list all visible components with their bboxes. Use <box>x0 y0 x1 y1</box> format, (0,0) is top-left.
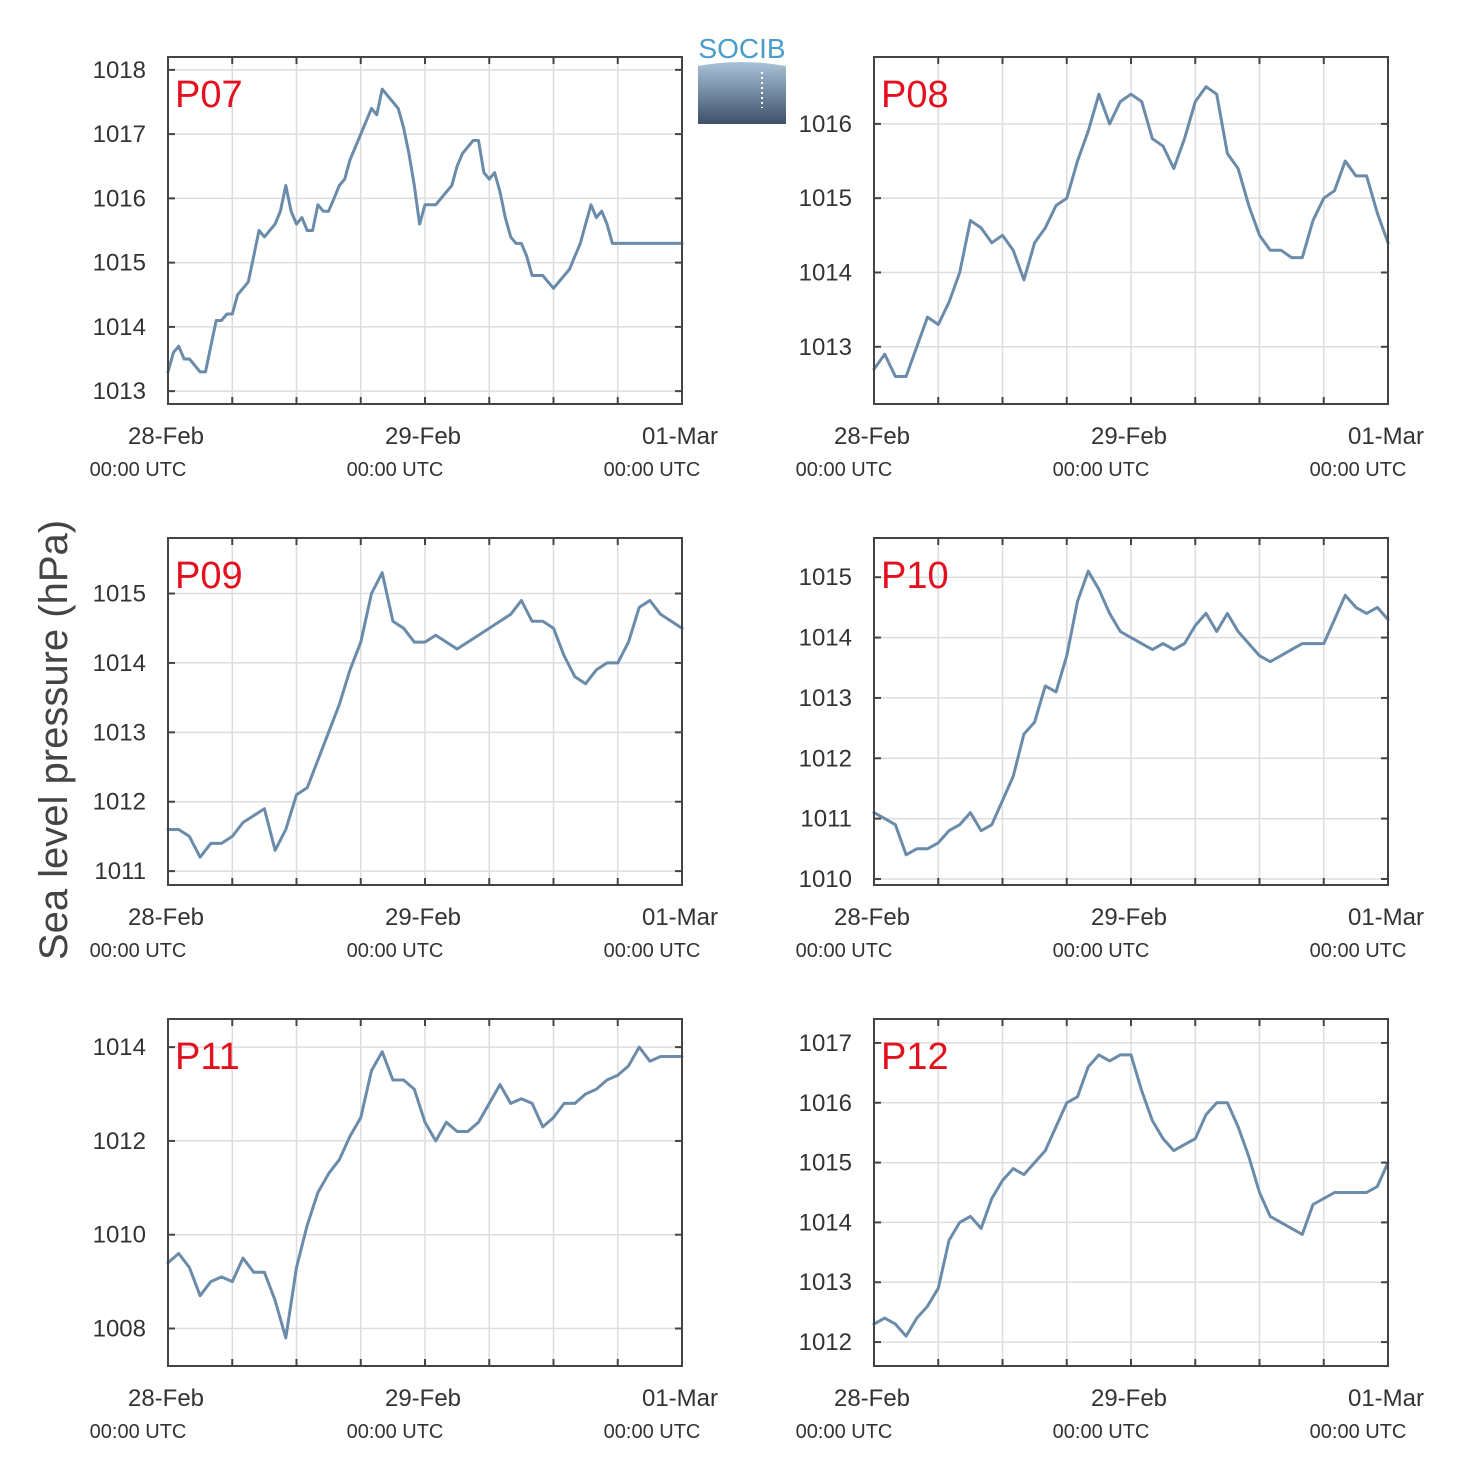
x-tick-time-label: 00:00 UTC <box>347 459 444 481</box>
pressure-series-line <box>872 85 1390 378</box>
station-label: P11 <box>175 1036 240 1078</box>
x-tick-date-label: 28-Feb <box>128 1385 204 1412</box>
y-axis-label: Sea level pressure (hPa) <box>32 520 76 960</box>
x-tick-time-label: 00:00 UTC <box>796 940 893 962</box>
y-tick-label: 1014 <box>799 625 852 652</box>
y-tick-label: 1008 <box>93 1315 146 1342</box>
x-tick-date-label: 01-Mar <box>642 423 718 450</box>
y-tick-label: 1017 <box>799 1030 852 1057</box>
x-tick-date-label: 29-Feb <box>1091 1385 1167 1412</box>
panel-p07: 1013 1014 1015 1016 1017 1018 28-Feb 00:00 UTC 2… <box>90 56 718 481</box>
y-tick-label: 1012 <box>93 1128 146 1155</box>
panel-p11: 1008 1010 1012 1014 28-Feb 00:00 UTC 29-Feb 00:… <box>90 1018 718 1443</box>
pressure-series-line <box>872 569 1390 857</box>
y-tick-label: 1010 <box>93 1222 146 1249</box>
x-tick-date-label: 29-Feb <box>1091 423 1167 450</box>
pressure-series-line <box>166 87 684 374</box>
x-tick-time-label: 00:00 UTC <box>604 459 701 481</box>
y-tick-label: 1015 <box>93 581 146 608</box>
x-tick-date-label: 01-Mar <box>1348 904 1424 931</box>
socib-logo: SOCIB <box>698 33 786 124</box>
x-tick-time-label: 00:00 UTC <box>604 940 701 962</box>
y-tick-label: 1016 <box>799 111 852 138</box>
y-tick-label: 1013 <box>93 719 146 746</box>
x-tick-date-label: 01-Mar <box>1348 423 1424 450</box>
y-tick-label: 1011 <box>94 858 146 885</box>
y-tick-label: 1016 <box>799 1090 852 1117</box>
x-tick-time-label: 00:00 UTC <box>347 940 444 962</box>
y-tick-label: 1014 <box>93 1034 146 1061</box>
x-tick-time-label: 00:00 UTC <box>90 459 187 481</box>
x-tick-date-label: 29-Feb <box>385 904 461 931</box>
x-tick-time-label: 00:00 UTC <box>1053 940 1150 962</box>
x-tick-time-label: 00:00 UTC <box>796 459 893 481</box>
y-tick-label: 1013 <box>93 378 146 405</box>
panels: 1013 1014 1015 1016 1017 1018 28-Feb 00:00 UTC 2… <box>90 56 1424 1443</box>
y-tick-label: 1013 <box>799 685 852 712</box>
station-label: P08 <box>881 74 949 116</box>
x-tick-time-label: 00:00 UTC <box>1310 1421 1407 1443</box>
pressure-series-line <box>166 1045 684 1340</box>
y-tick-label: 1015 <box>93 250 146 277</box>
x-tick-date-label: 28-Feb <box>128 423 204 450</box>
y-tick-label: 1010 <box>799 866 852 893</box>
x-tick-date-label: 29-Feb <box>385 423 461 450</box>
y-tick-label: 1017 <box>93 121 146 148</box>
logo-text: SOCIB <box>698 33 785 64</box>
x-tick-time-label: 00:00 UTC <box>90 1421 187 1443</box>
y-tick-label: 1013 <box>799 1269 852 1296</box>
y-tick-label: 1014 <box>93 314 146 341</box>
x-tick-date-label: 01-Mar <box>642 1385 718 1412</box>
y-tick-label: 1012 <box>799 745 852 772</box>
y-tick-label: 1012 <box>93 789 146 816</box>
pressure-series-line <box>166 571 684 859</box>
x-tick-date-label: 01-Mar <box>642 904 718 931</box>
x-tick-time-label: 00:00 UTC <box>1310 940 1407 962</box>
panel-p10: 1010 1011 1012 1013 1014 1015 28-Feb 00:00 UTC 2… <box>796 537 1424 962</box>
x-tick-time-label: 00:00 UTC <box>796 1421 893 1443</box>
x-tick-time-label: 00:00 UTC <box>1053 1421 1150 1443</box>
x-tick-time-label: 00:00 UTC <box>90 940 187 962</box>
station-label: P10 <box>881 555 949 597</box>
y-tick-label: 1014 <box>799 259 852 286</box>
x-tick-time-label: 00:00 UTC <box>1053 459 1150 481</box>
y-tick-label: 1014 <box>799 1209 852 1236</box>
y-tick-label: 1018 <box>93 57 146 84</box>
y-tick-label: 1016 <box>93 185 146 212</box>
panel-p09: 1011 1012 1013 1014 1015 28-Feb 00:00 UTC 29-Fe… <box>90 537 718 962</box>
x-tick-time-label: 00:00 UTC <box>347 1421 444 1443</box>
y-tick-label: 1015 <box>799 1150 852 1177</box>
x-tick-date-label: 01-Mar <box>1348 1385 1424 1412</box>
y-tick-label: 1011 <box>800 806 852 833</box>
logo-wave-shape <box>698 62 786 124</box>
panel-p12: 1012 1013 1014 1015 1016 1017 28-Feb 00:00 UTC 2… <box>796 1018 1424 1443</box>
x-tick-date-label: 29-Feb <box>385 1385 461 1412</box>
station-label: P12 <box>881 1036 949 1078</box>
x-tick-time-label: 00:00 UTC <box>1310 459 1407 481</box>
station-label: P09 <box>175 555 243 597</box>
x-tick-date-label: 28-Feb <box>834 1385 910 1412</box>
pressure-series-line <box>872 1053 1390 1338</box>
y-tick-label: 1012 <box>799 1329 852 1356</box>
x-tick-date-label: 29-Feb <box>1091 904 1167 931</box>
y-tick-label: 1015 <box>799 185 852 212</box>
y-tick-label: 1014 <box>93 650 146 677</box>
station-label: P07 <box>175 74 243 116</box>
y-tick-label: 1015 <box>799 564 852 591</box>
x-tick-date-label: 28-Feb <box>834 423 910 450</box>
x-tick-date-label: 28-Feb <box>834 904 910 931</box>
x-tick-time-label: 00:00 UTC <box>604 1421 701 1443</box>
x-tick-date-label: 28-Feb <box>128 904 204 931</box>
panel-p08: 1013 1014 1015 1016 28-Feb 00:00 UTC 29-Feb 00:… <box>796 56 1424 481</box>
y-tick-label: 1013 <box>799 334 852 361</box>
